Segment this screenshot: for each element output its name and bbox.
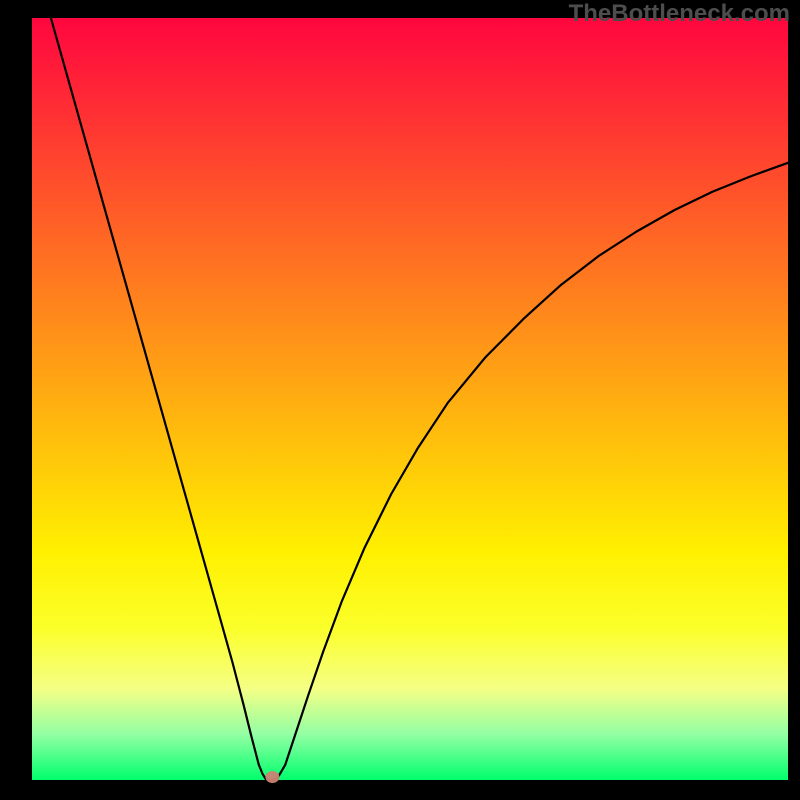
bottleneck-chart <box>0 0 800 800</box>
watermark-text: TheBottleneck.com <box>569 0 790 28</box>
optimal-point-marker <box>265 771 279 783</box>
chart-container: TheBottleneck.com <box>0 0 800 800</box>
plot-area <box>32 18 788 780</box>
